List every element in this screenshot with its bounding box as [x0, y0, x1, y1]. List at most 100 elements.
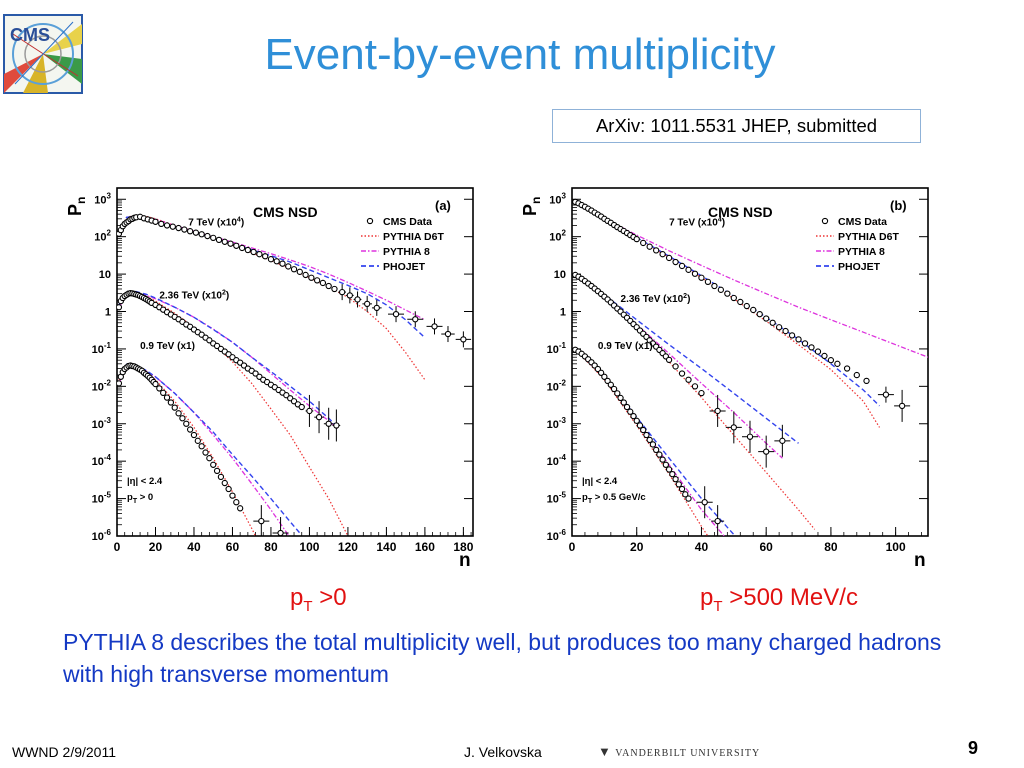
- energy-label-text: 0.9 TeV (x1): [598, 341, 653, 352]
- y-tick-exp: 2: [107, 229, 112, 238]
- page-number: 9: [968, 738, 979, 758]
- cut-pt-rest: > 0: [137, 492, 153, 503]
- y-tick-label: 10-2: [92, 378, 112, 393]
- chart-title: CMS NSD: [708, 204, 773, 220]
- y-tick-base: 10: [92, 344, 104, 356]
- y-tick-base: 10: [547, 344, 559, 356]
- mc-curve-d6t: [574, 273, 816, 530]
- data-point: [158, 220, 165, 228]
- y-tick-base: 10: [94, 232, 106, 244]
- reference-box: ArXiv: 1011.5531 JHEP, submitted: [552, 109, 921, 143]
- y-tick-label: 10-1: [92, 341, 112, 356]
- data-point: [183, 420, 190, 427]
- data-point: [175, 224, 182, 232]
- data-point: [678, 485, 686, 493]
- energy-label: 7 TeV (x104): [188, 216, 244, 228]
- y-tick-label: 10-1: [547, 341, 567, 356]
- data-point: [627, 408, 634, 415]
- data-point: [298, 403, 305, 411]
- footer-left: WWND 2/9/2011: [12, 744, 116, 760]
- data-point: [210, 234, 217, 242]
- caption-a-suffix: >0: [312, 584, 347, 611]
- y-tick-exp: -4: [559, 453, 567, 462]
- data-point: [678, 262, 686, 270]
- data-point: [338, 288, 346, 296]
- data-point: [167, 399, 175, 406]
- data-point: [795, 336, 802, 343]
- data-point: [853, 371, 860, 379]
- y-tick-label: 1: [105, 307, 111, 319]
- data-point: [256, 251, 263, 258]
- data-point: [610, 385, 618, 393]
- y-tick-base: 10: [547, 456, 559, 468]
- data-point: [252, 370, 259, 377]
- energy-label: 2.36 TeV (x102): [621, 293, 691, 305]
- data-point: [659, 251, 666, 258]
- x-axis-label: n: [914, 550, 926, 571]
- data-point: [788, 332, 796, 339]
- data-point: [210, 461, 217, 468]
- data-point: [898, 402, 906, 410]
- x-tick-label: 120: [338, 540, 358, 554]
- data-point: [620, 399, 627, 406]
- energy-label-text: 7 TeV (x10: [188, 217, 237, 228]
- x-tick-label: 100: [299, 540, 319, 554]
- x-axis-label: n: [459, 550, 471, 571]
- caption-pt-b: pT >500 MeV/c: [700, 584, 858, 615]
- x-tick-label: 0: [569, 540, 576, 554]
- x-tick-label: 40: [187, 540, 201, 554]
- caption-b-sub: T: [713, 597, 723, 615]
- data-point: [237, 505, 244, 512]
- y-tick-exp: -2: [104, 378, 112, 387]
- data-point: [763, 448, 770, 455]
- x-tick-label: 140: [376, 540, 396, 554]
- energy-label-close: ): [241, 217, 244, 228]
- legend-entry: PYTHIA 8: [383, 246, 430, 258]
- data-point: [814, 348, 822, 355]
- panel-label: (b): [890, 198, 907, 213]
- data-point: [614, 390, 621, 397]
- y-tick-exp: -1: [559, 341, 567, 350]
- data-point: [724, 290, 731, 297]
- data-point: [364, 300, 371, 308]
- data-point: [302, 271, 309, 279]
- data-point: [649, 441, 657, 448]
- y-tick-base: 10: [92, 381, 104, 393]
- y-tick-base: 10: [549, 232, 561, 244]
- data-point: [801, 340, 809, 347]
- energy-label-close: ): [687, 294, 690, 305]
- data-point: [682, 491, 689, 498]
- cut-pt-sub: T: [133, 498, 138, 505]
- data-point: [623, 403, 631, 411]
- y-tick-label: 10-6: [547, 528, 567, 543]
- panel-label: (a): [435, 198, 451, 213]
- y-tick-label: 10-5: [547, 491, 567, 506]
- data-point: [808, 344, 815, 351]
- data-point: [333, 422, 340, 429]
- data-point: [238, 244, 246, 252]
- data-point: [296, 268, 303, 275]
- energy-label-text: 2.36 TeV (x10: [159, 291, 222, 302]
- data-point: [213, 467, 221, 475]
- cut-eta: |η| < 2.4: [582, 476, 618, 487]
- y-tick-label: 10-4: [547, 453, 567, 468]
- data-point: [646, 243, 653, 250]
- caption-a-prefix: p: [290, 584, 304, 611]
- data-point: [206, 455, 213, 462]
- data-point: [633, 235, 640, 243]
- data-point: [325, 282, 332, 290]
- data-point: [215, 236, 223, 244]
- data-point: [175, 410, 182, 417]
- y-tick-exp: -2: [559, 378, 567, 387]
- data-point: [730, 424, 737, 431]
- data-point: [675, 481, 682, 488]
- plot-area: [117, 213, 472, 536]
- cut-pt-base: p: [127, 492, 133, 503]
- data-point: [779, 437, 786, 444]
- y-tick-label: 10: [99, 269, 111, 281]
- cut-eta: |η| < 2.4: [127, 476, 163, 487]
- data-point: [204, 232, 211, 240]
- data-point: [412, 316, 419, 323]
- data-point: [669, 470, 676, 478]
